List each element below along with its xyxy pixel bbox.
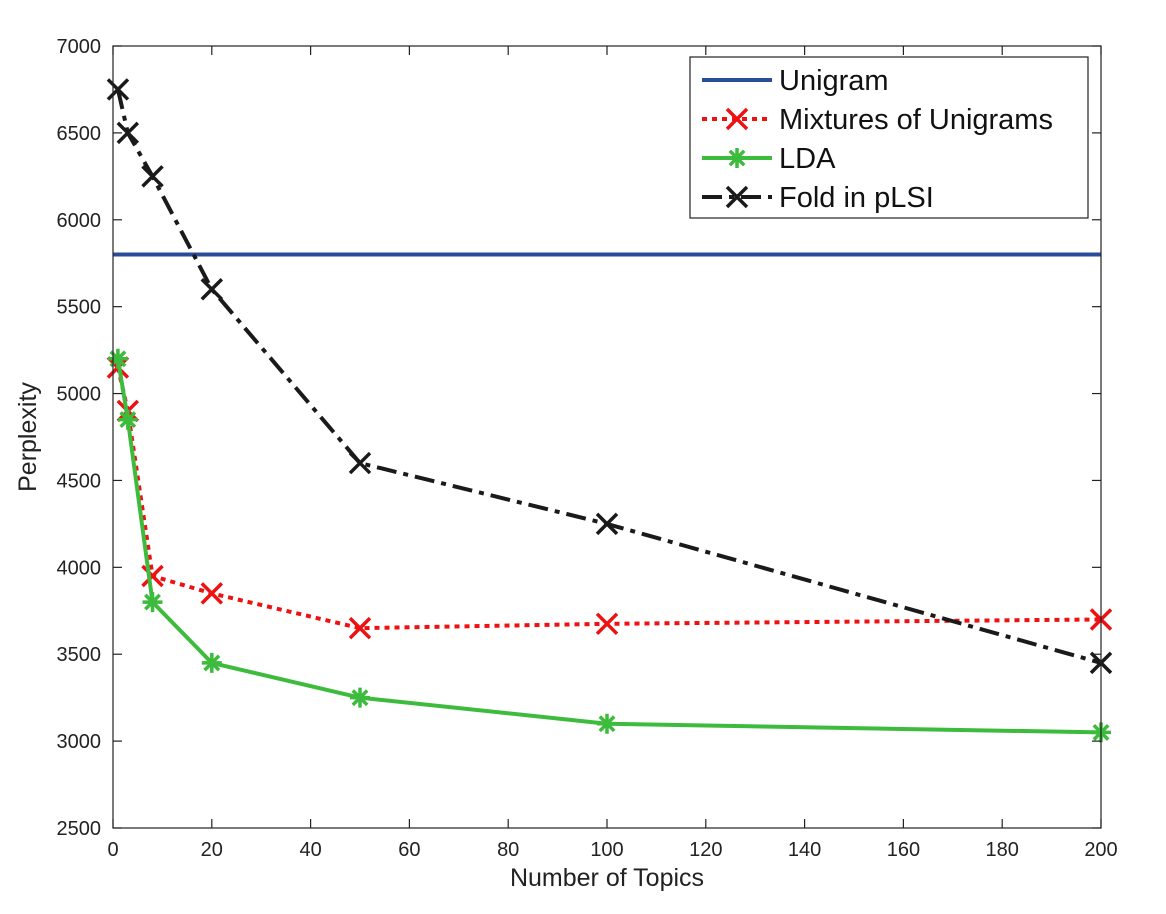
y-tick-label: 3500 xyxy=(57,644,102,666)
x-axis-label: Number of Topics xyxy=(510,864,704,892)
legend-label-mixtures-of-unigrams: Mixtures of Unigrams xyxy=(779,104,1053,136)
legend-label-unigram: Unigram xyxy=(779,65,889,97)
plot-marks xyxy=(106,78,1113,743)
data-point-fold-in-plsi xyxy=(200,278,224,301)
x-tick-label: 40 xyxy=(299,839,321,861)
x-tick-label: 180 xyxy=(986,839,1019,861)
y-tick-label: 2500 xyxy=(57,818,102,840)
x-tick-label: 60 xyxy=(398,839,420,861)
y-tick-label: 5500 xyxy=(57,297,102,319)
legend-marker-fold-in-plsi xyxy=(725,185,749,209)
legend-marker-mixtures-of-unigrams xyxy=(725,107,749,131)
series-line-mixtures-of-unigrams xyxy=(115,367,1102,631)
y-tick-label: 3000 xyxy=(57,731,102,753)
data-point-mixtures-of-unigrams xyxy=(595,612,619,636)
data-point-lda xyxy=(350,687,370,708)
x-tick-label: 200 xyxy=(1084,839,1117,861)
y-tick-label: 6500 xyxy=(57,123,102,145)
data-point-fold-in-plsi xyxy=(348,451,372,475)
x-tick-label: 140 xyxy=(788,839,821,861)
data-point-lda xyxy=(201,652,222,673)
data-point-mixtures-of-unigrams xyxy=(141,564,164,588)
legend-label-lda: LDA xyxy=(779,143,836,175)
y-tick-label: 4000 xyxy=(57,557,102,579)
legend: Unigram Mixtures of Unigrams LDA Fold in pL… xyxy=(689,56,1089,219)
data-point-mixtures-of-unigrams xyxy=(348,616,372,640)
x-tick-label: 20 xyxy=(201,839,223,861)
data-point-fold-in-plsi xyxy=(116,121,140,145)
legend-item-lda: LDA xyxy=(702,143,836,175)
series-line-lda xyxy=(115,358,1102,735)
x-tick-label: 80 xyxy=(497,839,519,861)
legend-item-mixtures-of-unigrams: Mixtures of Unigrams xyxy=(702,104,1053,136)
legend-item-fold-in-plsi: Fold in pLSI xyxy=(702,182,934,214)
y-axis-label: Perplexity xyxy=(14,382,42,492)
axes: 0 20 40 60 80 100 120 140 160 180 200 2500 3000 3500 4… xyxy=(57,36,1118,861)
data-point-fold-in-plsi xyxy=(141,165,164,188)
series-lda xyxy=(107,348,1111,743)
y-tick-label: 4500 xyxy=(57,470,102,492)
legend-label-fold-in-plsi: Fold in pLSI xyxy=(779,182,934,214)
data-point-fold-in-plsi xyxy=(595,512,619,536)
data-point-mixtures-of-unigrams xyxy=(200,582,224,605)
legend-marker-lda xyxy=(727,148,747,168)
legend-item-unigram: Unigram xyxy=(702,65,889,97)
x-tick-label: 100 xyxy=(590,839,623,861)
y-tick-label: 7000 xyxy=(57,36,102,58)
y-tick-label: 6000 xyxy=(57,210,102,232)
legend-box xyxy=(689,56,1089,219)
data-point-lda xyxy=(142,592,163,613)
x-tick-label: 160 xyxy=(887,839,920,861)
series-mixtures-of-unigrams xyxy=(106,356,1113,640)
y-tick-label: 5000 xyxy=(57,384,102,406)
data-point-lda xyxy=(597,713,617,734)
x-tick-label: 0 xyxy=(107,839,118,861)
data-point-lda xyxy=(117,409,138,430)
x-tick-label: 120 xyxy=(689,839,722,861)
data-point-fold-in-plsi xyxy=(106,78,130,101)
data-point-lda xyxy=(107,348,128,369)
